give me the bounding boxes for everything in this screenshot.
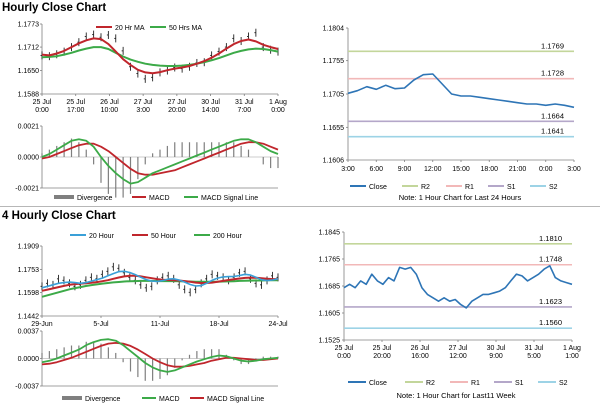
hourly-price-xtick-label: 31 Jul 7:00 [235,99,254,114]
four-hourly-price-xtick-label: 5-Jul [93,321,109,328]
four-hourly-pivot-xtick-label: 27 Jul 12:00 [449,345,468,360]
four-hourly-pivot-legend-close-label: Close [369,380,387,387]
four-hourly-pivot-xtick-label: 25 Jul 0:00 [335,345,354,360]
four-hourly-price-ytick-label: 1.1753 [18,267,40,274]
four-hourly-pivot-xtick-label: 26 Jul 16:00 [411,345,430,360]
hourly-macd-legend-macd-label: MACD [149,195,170,202]
four-hourly-pivot-ytick-label: 1.1765 [319,257,341,264]
hourly-pivot-xtick-label: 21:00 [509,166,527,173]
four-hourly-pivot-ytick-label: 1.1845 [319,230,341,237]
four-hourly-pivot-level-label-s1: 1.1623 [539,297,562,306]
four-hourly-price-ytick-label: 1.1909 [18,244,40,251]
hourly-pivot-legend-r1-label: R1 [465,184,474,191]
hourly-macd-signal-line [41,141,279,176]
four-hourly-macd-ytick-label: -0.0037 [15,384,39,391]
four-hourly-price-legend-200-label: 200 Hour [213,233,242,240]
four-hourly-pivot-xtick-label: 30 Jul 9:00 [487,345,506,360]
four-hourly-price-ytick-label: 1.1598 [18,290,40,297]
hourly-price-xtick-label: 27 Jul 20:00 [168,99,187,114]
hourly-pivot-level-label-r2: 1.1769 [541,41,564,50]
four-hourly-macd-ytick-label: 0.0037 [18,329,40,336]
hourly-price-xtick-label: 27 Jul 3:00 [134,99,153,114]
four-hourly-macd-legend-macd-label: MACD [159,396,180,403]
four-hourly-pivot-xtick-label: 25 Jul 20:00 [373,345,392,360]
hourly-pivot-xtick-label: 12:00 [424,166,442,173]
four-hourly-macd-line [41,338,279,373]
hourly-pivot-ytick-label: 1.1705 [323,92,345,99]
hourly-pivot-ytick-label: 1.1804 [323,26,345,33]
hourly-price-ytick-label: 1.1773 [18,22,40,29]
hourly-price-xtick-label: 1 Aug 0:00 [269,99,287,114]
four-hourly-price-ma20-line [41,270,279,289]
hourly-pivot-xtick-label: 0:00 [539,166,553,173]
hourly-price-ma20-line [41,37,279,75]
four-hourly-price-ytick-label: 1.1442 [18,314,40,321]
hourly-pivot-ytick-label: 1.1655 [323,125,345,132]
hourly-price-xtick-label: 25 Jul 17:00 [66,99,85,114]
hourly-macd-legend-divergence-swatch [54,195,74,199]
hourly-price-legend-ma50-label: 50 Hrs MA [169,25,202,32]
four-hourly-pivot-ytick-label: 1.1685 [319,284,341,291]
section-divider [0,206,600,207]
hourly-pivot-xtick-label: 15:00 [452,166,470,173]
four-hourly-price-xtick-label: 11-Jul [151,321,170,328]
four-hourly-price-legend-50-label: 50 Hour [151,233,177,240]
hourly-pivot-xtick-label: 3:00 [567,166,581,173]
hourly-pivot-level-label-s1: 1.1664 [541,111,564,120]
hourly-price-ytick-label: 1.1712 [18,45,40,52]
four-hourly-pivot-legend-r1-label: R1 [471,380,480,387]
hourly-macd-ytick-label: 0.0000 [18,155,40,162]
hourly-price-ytick-label: 1.1588 [18,92,40,99]
four-hourly-price-xtick-label: 18-Jul [209,321,229,328]
hourly-pivot-ytick-label: 1.1755 [323,58,345,65]
four-hourly-pivot-level-label-r1: 1.1748 [539,255,562,264]
hourly-pivot-xtick-label: 3:00 [341,166,355,173]
hourly-pivot-level-label-s2: 1.1641 [541,127,564,136]
four-hourly-pivot-close-line [343,264,573,309]
hourly-pivot-legend-r2-label: R2 [421,184,430,191]
hourly-pivot-legend-close-label: Close [369,184,387,191]
hourly-pivot-xtick-label: 18:00 [480,166,498,173]
hourly-section-title: Hourly Close Chart [2,2,107,14]
four-hourly-section-title: 4 Hourly Close Chart [2,210,116,222]
hourly-pivot-ytick-label: 1.1606 [323,158,345,165]
hourly-macd-line [41,138,279,185]
four-hourly-macd-legend-divergence-label: Divergence [85,396,121,403]
four-hourly-price-xtick-label: 24-Jul [268,321,288,328]
hourly-macd-legend-signal-label: MACD Signal Line [201,195,258,202]
hourly-price-legend-ma20-label: 20 Hr MA [115,25,145,32]
four-hourly-pivot-ytick-label: 1.1525 [319,338,341,345]
four-hourly-pivot-ytick-label: 1.1605 [319,311,341,318]
hourly-pivot-xtick-label: 6:00 [369,166,383,173]
four-hourly-macd-legend-divergence-swatch [62,396,82,400]
four-hourly-pivot-legend-s2-label: S2 [559,380,568,387]
four-hourly-macd-ytick-label: 0.0000 [18,356,40,363]
hourly-price-xtick-label: 25 Jul 0:00 [33,99,52,114]
four-hourly-macd-signal-line [41,341,279,368]
four-hourly-pivot-note: Note: 1 Hour Chart for Last11 Week [397,391,516,400]
hourly-macd-ytick-label: 0.0021 [18,124,40,131]
four-hourly-pivot-xtick-label: 1 Aug 1:00 [563,345,581,360]
four-hourly-pivot-xtick-label: 31 Jul 5:00 [525,345,544,360]
hourly-pivot-xtick-label: 9:00 [398,166,412,173]
hourly-macd-legend-divergence-label: Divergence [77,195,113,202]
hourly-pivot-legend-s2-label: S2 [549,184,558,191]
four-hourly-price-xtick-label: 29-Jun [31,321,53,328]
hourly-macd-ytick-label: -0.0021 [15,186,39,193]
four-hourly-macd-legend-signal-label: MACD Signal Line [207,396,264,403]
hourly-price-ytick-label: 1.1650 [18,68,40,75]
hourly-pivot-note: Note: 1 Hour Chart for Last 24 Hours [399,193,522,202]
four-hourly-price-legend-20-label: 20 Hour [89,233,115,240]
hourly-pivot-level-label-r1: 1.1728 [541,69,564,78]
hourly-pivot-legend-s1-label: S1 [507,184,516,191]
hourly-price-ma50-line [41,46,279,67]
four-hourly-pivot-level-label-r2: 1.1810 [539,234,562,243]
hourly-price-xtick-label: 30 Jul 14:00 [201,99,220,114]
hourly-pivot-close-line [347,73,575,109]
four-hourly-pivot-legend-s1-label: S1 [515,380,524,387]
four-hourly-pivot-legend-r2-label: R2 [426,380,435,387]
hourly-price-xtick-label: 26 Jul 10:00 [100,99,119,114]
four-hourly-pivot-level-label-s2: 1.1560 [539,318,562,327]
